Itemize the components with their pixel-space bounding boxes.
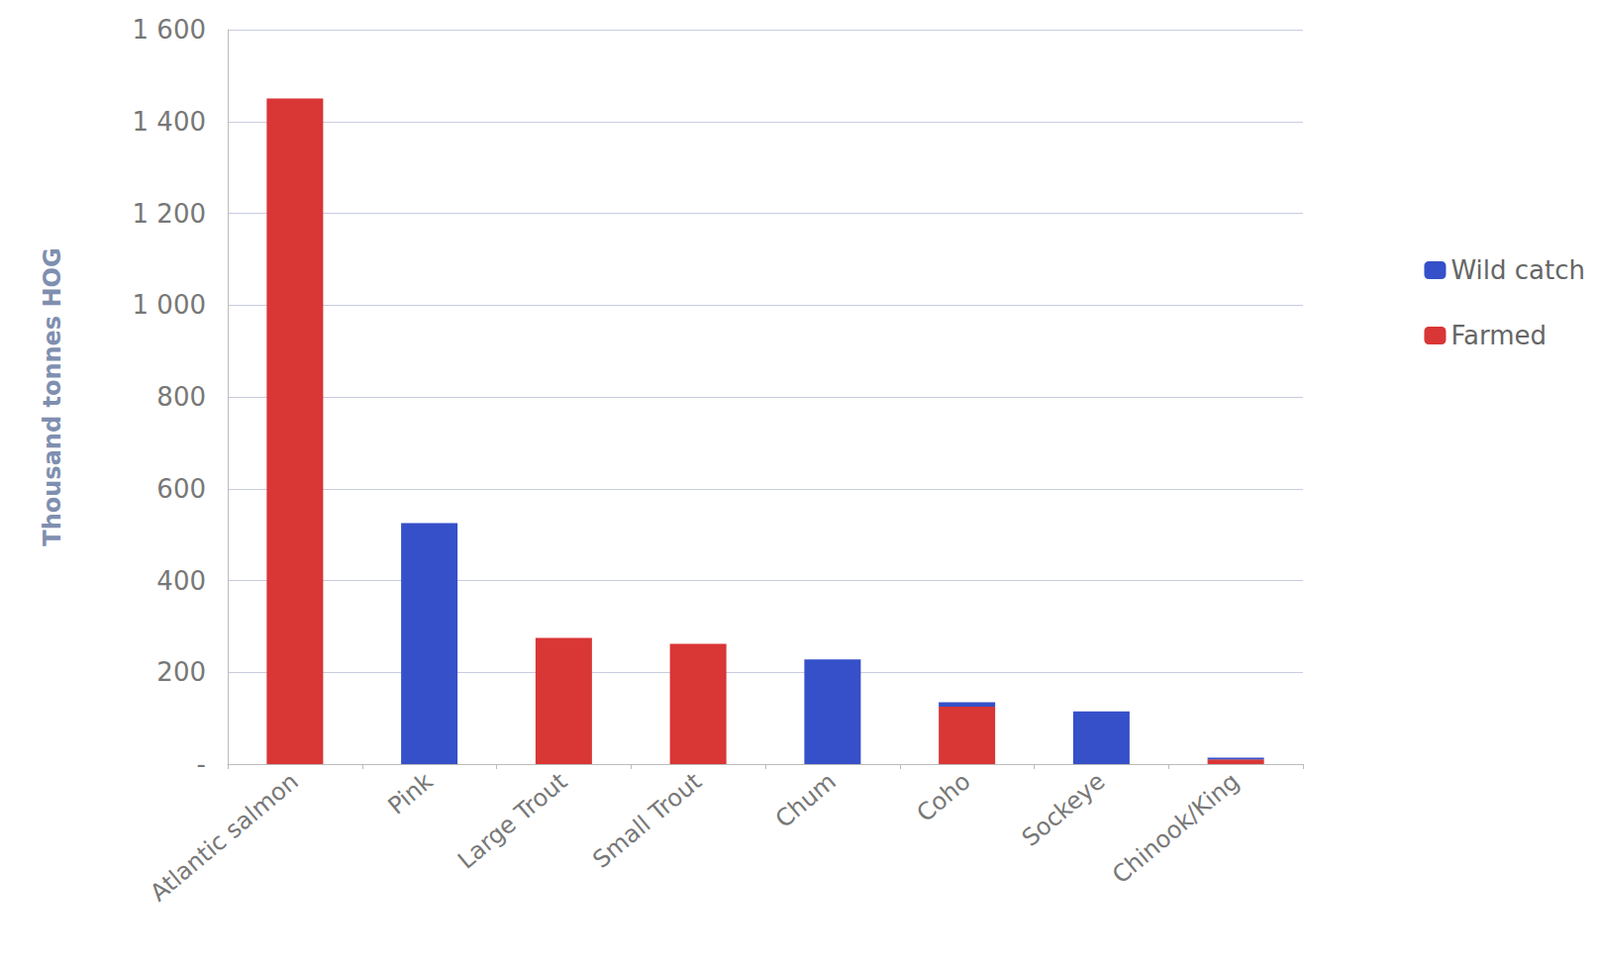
svg-text:-: - xyxy=(197,749,206,780)
svg-text:800: 800 xyxy=(156,382,206,412)
svg-text:Small Trout: Small Trout xyxy=(587,767,707,875)
svg-text:Farmed: Farmed xyxy=(1450,320,1547,351)
svg-text:1 200: 1 200 xyxy=(132,199,206,229)
svg-text:Sockeye: Sockeye xyxy=(1016,767,1111,853)
svg-text:Chum: Chum xyxy=(770,767,842,834)
svg-text:400: 400 xyxy=(156,566,206,597)
svg-text:Thousand tonnes HOG: Thousand tonnes HOG xyxy=(38,247,67,546)
svg-text:Wild catch: Wild catch xyxy=(1450,255,1586,286)
svg-text:600: 600 xyxy=(156,474,206,504)
svg-text:Atlantic salmon: Atlantic salmon xyxy=(144,767,303,907)
svg-text:Pink: Pink xyxy=(383,767,439,820)
svg-text:Coho: Coho xyxy=(911,767,977,828)
svg-text:Chinook/King: Chinook/King xyxy=(1106,767,1245,890)
svg-text:Large Trout: Large Trout xyxy=(452,767,573,875)
svg-text:1 000: 1 000 xyxy=(132,290,206,320)
svg-text:1 400: 1 400 xyxy=(132,106,206,137)
svg-text:1 600: 1 600 xyxy=(132,14,206,45)
svg-text:200: 200 xyxy=(156,657,206,688)
